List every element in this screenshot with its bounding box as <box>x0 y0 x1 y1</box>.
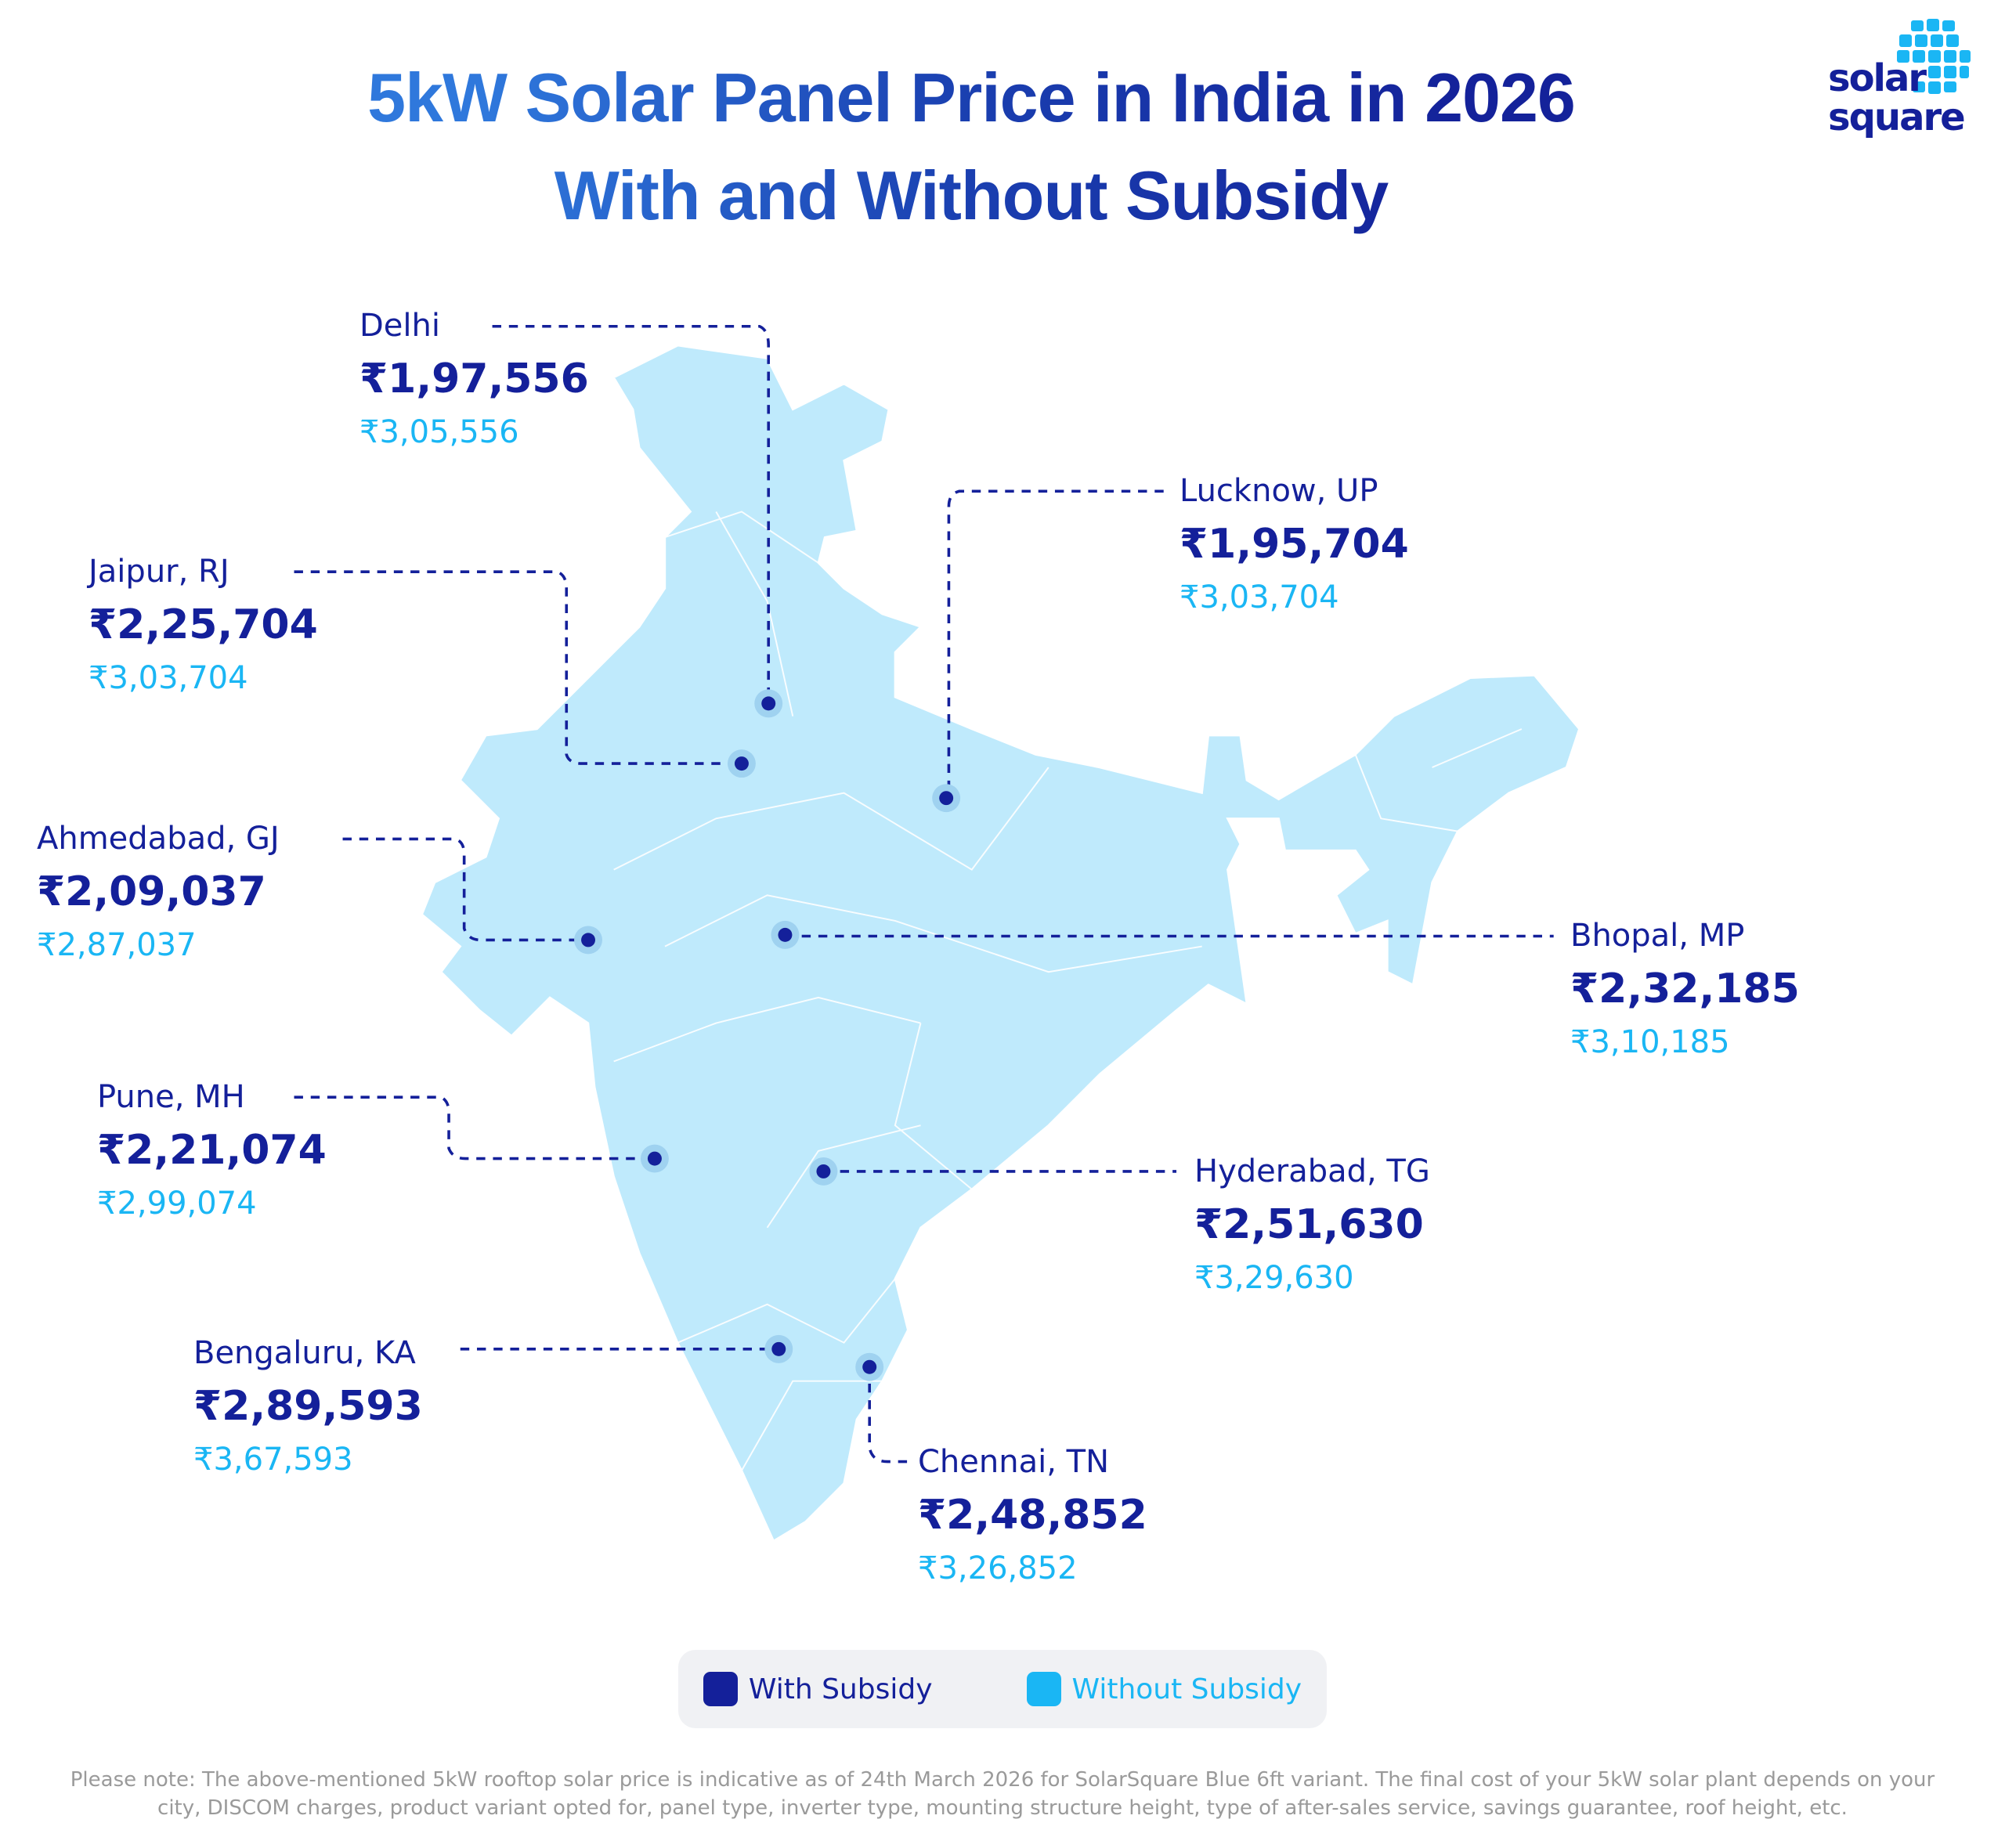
city-ahmedabad: Ahmedabad, GJ ₹2,09,037 ₹2,87,037 <box>37 812 280 972</box>
city-lucknow: Lucknow, UP ₹1,95,704 ₹3,03,704 <box>1180 464 1409 624</box>
price-without-subsidy: ₹3,03,704 <box>89 660 248 696</box>
city-dot <box>761 696 776 711</box>
price-without-subsidy: ₹3,67,593 <box>193 1442 353 1478</box>
city-dot <box>734 756 749 771</box>
legend: With Subsidy Without Subsidy <box>678 1650 1327 1728</box>
price-with-subsidy: ₹2,32,185 <box>1570 966 1800 1012</box>
city-bhopal: Bhopal, MP ₹2,32,185 ₹3,10,185 <box>1570 909 1800 1069</box>
solarsquare-logo: solar square <box>1825 16 1989 141</box>
price-without-subsidy: ₹3,10,185 <box>1570 1024 1730 1060</box>
price-with-subsidy: ₹2,25,704 <box>89 601 318 648</box>
city-name: Delhi <box>359 308 440 344</box>
city-dot <box>771 1341 786 1356</box>
city-dot <box>778 927 793 942</box>
city-dot <box>647 1151 662 1166</box>
title-line-2: With and Without Subsidy <box>157 157 1786 235</box>
city-hyderabad: Hyderabad, TG ₹2,51,630 ₹3,29,630 <box>1194 1145 1430 1305</box>
price-without-subsidy: ₹3,05,556 <box>359 414 519 450</box>
logo-line-1: solar <box>1828 56 1927 100</box>
legend-item-with-subsidy: With Subsidy <box>703 1672 933 1706</box>
city-dot <box>862 1359 877 1374</box>
leader-chennai <box>868 1366 909 1464</box>
price-without-subsidy: ₹3,03,704 <box>1180 579 1339 615</box>
price-with-subsidy: ₹1,97,556 <box>359 356 589 402</box>
legend-swatch-light <box>1026 1672 1061 1706</box>
city-pune: Pune, MH ₹2,21,074 ₹2,99,074 <box>97 1070 327 1230</box>
price-with-subsidy: ₹1,95,704 <box>1180 521 1409 568</box>
legend-swatch-dark <box>703 1672 738 1706</box>
city-name: Chennai, TN <box>918 1444 1110 1480</box>
legend-label: Without Subsidy <box>1071 1673 1302 1705</box>
leader-delhi <box>492 324 771 704</box>
city-dot <box>816 1164 831 1178</box>
legend-label: With Subsidy <box>748 1673 933 1705</box>
leader-jaipur <box>294 570 742 765</box>
price-with-subsidy: ₹2,51,630 <box>1194 1201 1424 1248</box>
state-borders <box>613 511 1523 1471</box>
city-jaipur: Jaipur, RJ ₹2,25,704 ₹3,03,704 <box>89 545 318 705</box>
city-name: Lucknow, UP <box>1180 473 1378 509</box>
city-chennai: Chennai, TN ₹2,48,852 ₹3,26,852 <box>918 1435 1147 1595</box>
city-dot <box>939 791 954 806</box>
city-bengaluru: Bengaluru, KA ₹2,89,593 ₹3,67,593 <box>193 1326 423 1486</box>
city-dots <box>574 689 961 1381</box>
price-with-subsidy: ₹2,89,593 <box>193 1383 423 1430</box>
india-outline <box>421 344 1581 1543</box>
city-dot <box>581 933 595 947</box>
price-with-subsidy: ₹2,21,074 <box>97 1127 327 1174</box>
price-with-subsidy: ₹2,48,852 <box>918 1492 1147 1539</box>
city-name: Jaipur, RJ <box>89 554 229 590</box>
leader-lucknow <box>947 489 1164 799</box>
city-name: Bengaluru, KA <box>193 1335 416 1371</box>
legend-item-without-subsidy: Without Subsidy <box>1026 1672 1302 1706</box>
price-with-subsidy: ₹2,09,037 <box>37 868 266 915</box>
leader-ahmedabad <box>342 837 589 942</box>
city-name: Ahmedabad, GJ <box>37 821 280 857</box>
price-without-subsidy: ₹2,99,074 <box>97 1186 257 1222</box>
city-name: Hyderabad, TG <box>1194 1153 1430 1189</box>
title-line-1: 5kW Solar Panel Price in India in 2026 <box>157 59 1786 137</box>
logo-line-2: square <box>1828 96 1966 139</box>
leader-pune <box>294 1095 655 1160</box>
city-delhi: Delhi ₹1,97,556 ₹3,05,556 <box>359 299 589 459</box>
solar-grid-icon <box>1897 19 1971 94</box>
leader-lines <box>294 324 1554 1464</box>
city-name: Bhopal, MP <box>1570 918 1745 954</box>
price-without-subsidy: ₹3,26,852 <box>918 1550 1078 1586</box>
price-without-subsidy: ₹3,29,630 <box>1194 1260 1354 1296</box>
city-name: Pune, MH <box>97 1079 245 1115</box>
footnote: Please note: The above-mentioned 5kW roo… <box>70 1768 1935 1820</box>
price-without-subsidy: ₹2,87,037 <box>37 927 197 963</box>
